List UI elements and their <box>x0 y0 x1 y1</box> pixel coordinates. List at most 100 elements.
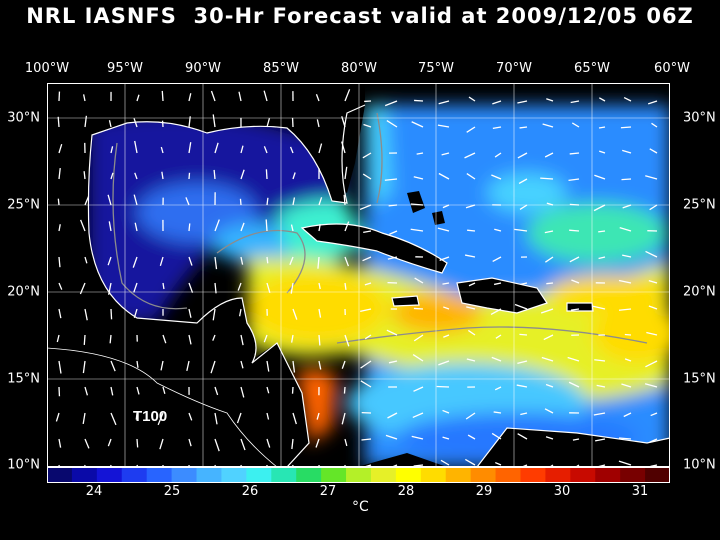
vector-arrow <box>598 126 606 129</box>
vector-arrow <box>466 306 476 310</box>
colorbar-unit: °C <box>352 499 369 515</box>
vector-arrow <box>569 203 580 206</box>
colorbar-swatch <box>171 467 198 483</box>
vector-arrow <box>240 438 246 451</box>
vector-arrow <box>344 89 351 102</box>
vector-arrow <box>162 334 167 344</box>
vector-arrow <box>360 380 372 388</box>
vector-arrow <box>568 381 580 388</box>
vector-arrow <box>648 305 658 310</box>
lat-label-right: 20°N <box>683 284 716 300</box>
vector-arrow <box>569 229 580 232</box>
sst-field: T100 <box>47 83 670 467</box>
vector-arrow <box>411 121 424 128</box>
vector-arrow <box>620 126 632 129</box>
vector-arrow <box>465 412 476 420</box>
vector-arrow <box>517 152 528 159</box>
vector-arrow <box>542 123 554 128</box>
vector-arrow <box>344 221 350 232</box>
colorbar-swatch <box>395 467 422 483</box>
vector-arrow <box>188 116 191 128</box>
vector-arrow <box>343 194 346 206</box>
lat-label-right: 25°N <box>683 197 716 213</box>
vector-arrow <box>442 409 450 414</box>
vector-arrow <box>593 412 606 416</box>
vector-arrow <box>318 360 322 370</box>
vector-arrow <box>240 334 244 346</box>
lon-label: 75°W <box>418 61 454 76</box>
vector-arrow <box>466 358 476 362</box>
vector-arrow <box>341 412 346 425</box>
vector-arrow <box>344 256 350 267</box>
vector-arrow <box>212 334 216 341</box>
vector-arrow <box>568 178 580 182</box>
vector-arrow <box>341 116 346 128</box>
vector-arrow <box>623 412 632 418</box>
vector-arrow <box>494 228 502 232</box>
vector-arrow <box>185 197 190 206</box>
vector-arrow <box>546 98 554 102</box>
vector-arrow <box>514 228 528 232</box>
colorbar-swatch <box>196 467 222 483</box>
vector-arrow <box>360 308 372 313</box>
vector-arrow <box>133 194 138 206</box>
vector-arrow <box>134 172 138 180</box>
vector-arrow <box>136 386 140 395</box>
vector-arrow <box>387 412 398 419</box>
vector-arrow <box>107 256 112 266</box>
vector-arrow <box>623 97 632 102</box>
vector-arrow <box>599 150 606 154</box>
vector-arrow <box>646 331 658 336</box>
colorbar-swatch <box>495 467 521 483</box>
vector-arrow <box>109 334 112 344</box>
vector-arrow <box>292 197 296 206</box>
vector-arrow <box>133 308 138 319</box>
vector-arrow <box>134 222 138 232</box>
vector-arrow <box>317 256 320 269</box>
colorbar-tick: 28 <box>397 484 415 499</box>
vector-arrow <box>82 412 86 425</box>
vector-arrow <box>133 282 138 293</box>
vector-arrow <box>520 412 528 416</box>
colorbar-swatch <box>271 467 297 483</box>
vector-arrow <box>266 412 270 420</box>
vector-arrow <box>214 438 220 452</box>
colorbar <box>47 467 670 483</box>
colorbar-swatch <box>221 467 247 483</box>
vector-arrow <box>263 90 268 102</box>
lat-label-left: 30°N <box>7 110 40 126</box>
vector-arrow <box>133 118 138 128</box>
vector-arrow <box>443 306 450 310</box>
colorbar-tick: 27 <box>319 484 337 499</box>
vector-arrow <box>57 198 60 206</box>
vector-arrow <box>514 303 528 310</box>
lon-label: 95°W <box>107 61 143 76</box>
vector-arrow <box>540 177 554 180</box>
colorbar-swatch <box>445 467 472 483</box>
vector-arrow <box>492 126 502 130</box>
vector-arrow <box>344 282 347 290</box>
map-frame <box>47 83 670 467</box>
vector-arrow <box>491 174 502 180</box>
vector-arrow <box>212 308 216 321</box>
vector-arrow <box>315 94 320 102</box>
vector-arrow <box>645 360 658 368</box>
vector-arrow <box>495 461 502 466</box>
vector-arrow <box>318 197 323 206</box>
vector-arrow <box>361 438 372 441</box>
vector-arrow <box>438 172 450 180</box>
vector-arrow <box>84 115 88 128</box>
vector-arrow <box>110 308 113 320</box>
vector-arrow <box>572 438 580 441</box>
vector-arrow <box>84 438 90 449</box>
vector-arrow <box>624 358 632 362</box>
vector-arrow <box>540 308 554 314</box>
vector-arrow <box>136 94 140 102</box>
vector-arrow <box>214 282 217 294</box>
vector-arrow <box>362 173 372 180</box>
vector-arrow <box>136 438 139 448</box>
colorbar-tick: 24 <box>85 484 103 499</box>
vector-arrow <box>58 438 62 448</box>
vector-arrow <box>468 96 476 102</box>
vector-arrow <box>622 254 632 258</box>
